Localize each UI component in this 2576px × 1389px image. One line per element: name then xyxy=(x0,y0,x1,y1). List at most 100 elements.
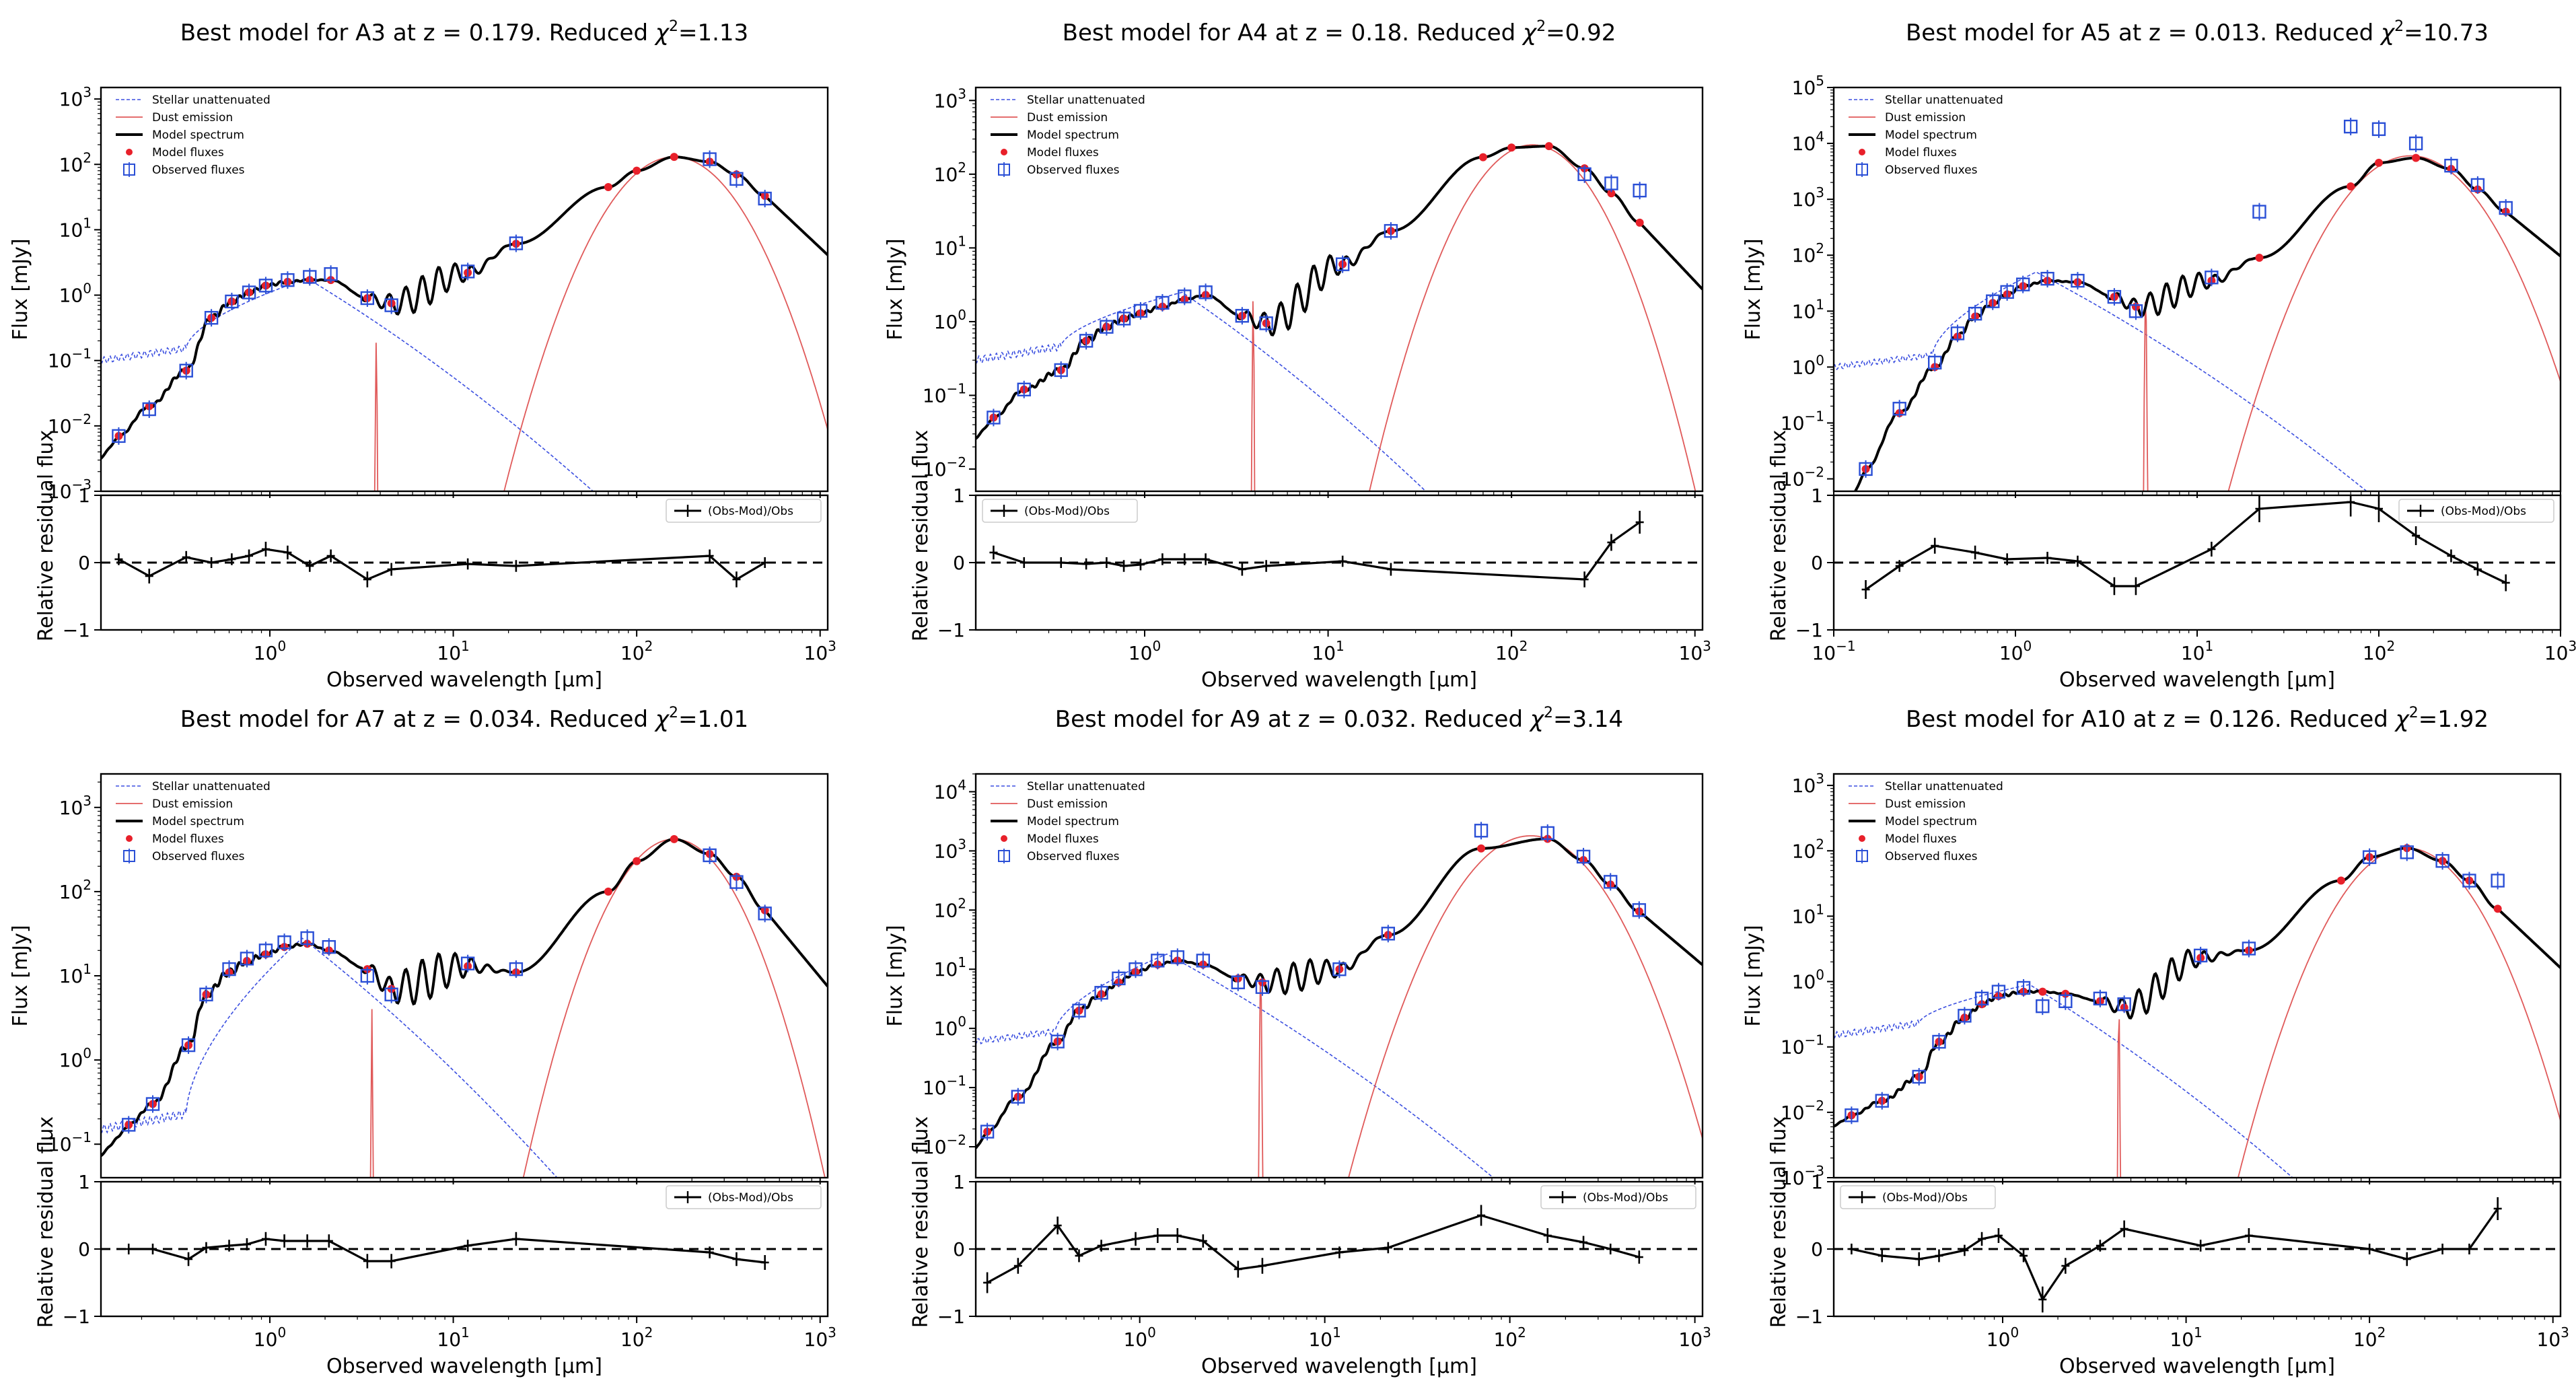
y-tick-label: 102 xyxy=(934,895,966,921)
residual-line xyxy=(987,1214,1640,1284)
residual-legend-box xyxy=(982,499,1138,523)
legend-label: Model fluxes xyxy=(1885,146,1957,159)
x-tick-label: 100 xyxy=(254,1324,286,1351)
panel-title: Best model for A10 at z = 0.126. Reduced… xyxy=(1906,705,2489,733)
residual-plot-area xyxy=(101,1232,828,1270)
y-tick-label: 101 xyxy=(934,233,966,259)
model-spectrum-line xyxy=(976,145,1703,440)
y-axis-label: Flux [mJy] xyxy=(884,238,907,340)
residual-legend: (Obs-Mod)/Obs xyxy=(666,499,822,523)
y-tick-label: 100 xyxy=(1792,967,1824,993)
legend-label: Dust emission xyxy=(1885,797,1966,811)
residual-y-tick-label: 1 xyxy=(78,485,90,507)
residual-legend: (Obs-Mod)/Obs xyxy=(982,499,1138,523)
x-tick-label: 102 xyxy=(1493,1324,1526,1351)
legend-label: Stellar unattenuated xyxy=(152,94,271,107)
legend-model-flux-swatch xyxy=(126,149,133,155)
residual-y-axis-label: Relative residual flux xyxy=(1767,1116,1791,1328)
y-tick-label: 10−2 xyxy=(923,454,966,480)
legend-label: Dust emission xyxy=(1027,797,1108,811)
legend: Stellar unattenuated Dust emission Model s… xyxy=(116,94,271,177)
stellar-unattenuated-line xyxy=(1834,984,2294,1178)
panel-title: Best model for A7 at z = 0.034. Reduced … xyxy=(180,705,748,733)
dust-emission-line xyxy=(1258,835,1703,1178)
y-tick-label: 101 xyxy=(1792,901,1824,927)
x-tick-label: 101 xyxy=(1312,638,1344,664)
legend-label: Dust emission xyxy=(1885,111,1966,124)
legend-label: Model fluxes xyxy=(1027,146,1099,159)
y-tick-label: 103 xyxy=(1792,184,1824,211)
y-tick-label: 10−1 xyxy=(48,346,92,372)
x-tick-label: 100 xyxy=(1129,638,1161,664)
legend-label: Observed fluxes xyxy=(1885,164,1978,177)
sed-axes-frame xyxy=(100,86,829,493)
y-tick-label: 105 xyxy=(1792,73,1824,99)
model-flux-point xyxy=(1544,142,1553,151)
y-tick-label: 100 xyxy=(934,307,966,333)
model-flux-point xyxy=(1477,844,1486,853)
stellar-unattenuated-line xyxy=(976,953,1495,1178)
y-tick-label: 10−1 xyxy=(48,1129,92,1155)
residual-y-tick-label: 0 xyxy=(1811,552,1823,574)
legend-label: Observed fluxes xyxy=(152,164,245,177)
residual-plot-area xyxy=(1834,495,2561,599)
dust-emission-line xyxy=(1250,144,1696,491)
residual-legend-box xyxy=(666,1185,822,1209)
y-tick-label: 100 xyxy=(934,1013,966,1040)
model-flux-point xyxy=(2493,904,2502,913)
residual-line xyxy=(129,1238,765,1264)
residual-y-axis-label: Relative residual flux xyxy=(909,1116,933,1328)
model-spectrum-line xyxy=(1834,847,2561,1128)
model-flux-point xyxy=(1607,189,1616,198)
y-tick-label: 100 xyxy=(59,281,92,307)
x-tick-label: 102 xyxy=(2353,1324,2386,1351)
model-flux-point xyxy=(2375,158,2383,167)
x-tick-label: 103 xyxy=(804,638,836,664)
legend-label: Model spectrum xyxy=(152,815,244,828)
residual-y-axis-label: Relative residual flux xyxy=(1767,430,1791,642)
residual-y-tick-label: 0 xyxy=(953,1238,965,1260)
y-tick-label: 103 xyxy=(934,836,966,862)
sed-axes-frame xyxy=(974,773,1704,1179)
sed-axes-frame xyxy=(974,86,1704,493)
legend-label: Model spectrum xyxy=(1885,815,1977,828)
y-tick-label: 10−2 xyxy=(48,411,92,437)
y-tick-label: 10−1 xyxy=(923,380,966,406)
x-tick-label: 103 xyxy=(1679,638,1711,664)
residual-legend-box xyxy=(1840,1185,1996,1209)
legend-label: Stellar unattenuated xyxy=(152,780,271,793)
y-tick-label: 103 xyxy=(59,793,92,819)
model-spectrum-line xyxy=(101,155,828,460)
model-spectrum-line xyxy=(976,837,1703,1149)
stellar-unattenuated-line xyxy=(101,278,594,491)
legend-label: Dust emission xyxy=(152,797,233,811)
residual-y-axis-label: Relative residual flux xyxy=(34,1116,58,1328)
x-tick-label: 102 xyxy=(2363,638,2395,664)
legend-label: Model spectrum xyxy=(1027,129,1119,142)
x-tick-label: 103 xyxy=(804,1324,836,1351)
panel-title: Best model for A4 at z = 0.18. Reduced χ… xyxy=(1063,18,1616,46)
residual-legend: (Obs-Mod)/Obs xyxy=(1540,1185,1696,1209)
residual-line xyxy=(118,548,766,581)
legend: Stellar unattenuated Dust emission Model s… xyxy=(1849,780,2003,863)
x-axis-label: Observed wavelength [μm] xyxy=(1201,1355,1477,1378)
sed-panel-1: Best model for A3 at z = 0.179. Reduced … xyxy=(9,18,836,692)
model-flux-point xyxy=(633,857,641,865)
residual-legend-box xyxy=(1540,1185,1696,1209)
sed-plot-area xyxy=(976,142,1703,491)
residual-legend: (Obs-Mod)/Obs xyxy=(666,1185,822,1209)
y-tick-label: 10−2 xyxy=(1781,1098,1824,1124)
y-tick-label: 102 xyxy=(1792,240,1824,266)
model-flux-point xyxy=(670,834,678,843)
legend-model-flux-swatch xyxy=(1859,835,1865,842)
model-flux-point xyxy=(604,887,612,896)
legend-label: Observed fluxes xyxy=(152,850,245,863)
sed-panel-6: Best model for A10 at z = 0.126. Reduced… xyxy=(1742,705,2569,1378)
residual-y-tick-label: 1 xyxy=(78,1171,90,1193)
stellar-unattenuated-line xyxy=(976,291,1427,491)
residual-y-tick-label: 0 xyxy=(1811,1238,1823,1260)
legend-label: Observed fluxes xyxy=(1027,850,1120,863)
residual-legend-label: (Obs-Mod)/Obs xyxy=(708,1191,793,1205)
legend-label: Stellar unattenuated xyxy=(1027,780,1145,793)
